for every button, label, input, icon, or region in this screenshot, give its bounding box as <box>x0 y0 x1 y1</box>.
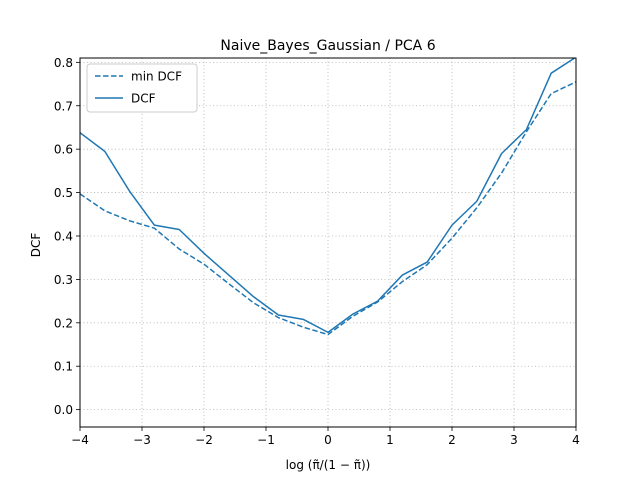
y-axis-label: DCF <box>29 233 43 258</box>
y-tick-label: 0.2 <box>54 316 73 330</box>
chart-title: Naive_Bayes_Gaussian / PCA 6 <box>220 38 435 54</box>
x-tick-label: 2 <box>448 433 456 447</box>
x-axis-label: log (π̃/(1 − π̃)) <box>286 458 371 472</box>
x-tick-label: −2 <box>195 433 213 447</box>
y-tick-label: 0.3 <box>54 273 73 287</box>
x-tick-label: −3 <box>133 433 151 447</box>
y-tick-label: 0.0 <box>54 403 73 417</box>
grid-lines <box>79 58 577 427</box>
y-tick-label: 0.6 <box>54 143 73 157</box>
x-tick-label: 3 <box>510 433 518 447</box>
x-tick-label: −4 <box>71 433 89 447</box>
y-tick-label: 0.5 <box>54 186 73 200</box>
x-axis-ticks: −4 −3 −2 −1 0 1 2 3 4 <box>71 427 580 447</box>
y-tick-label: 0.1 <box>54 360 73 374</box>
series-line-min-dcf <box>80 81 576 336</box>
y-axis-ticks: 0.0 0.1 0.2 0.3 0.4 0.5 0.6 0.7 0.8 <box>54 56 80 417</box>
series-lines <box>80 58 576 336</box>
legend-label-min-dcf: min DCF <box>131 70 182 84</box>
x-tick-label: −1 <box>257 433 275 447</box>
legend-label-dcf: DCF <box>131 92 156 106</box>
x-tick-label: 0 <box>324 433 332 447</box>
y-tick-label: 0.8 <box>54 56 73 70</box>
legend: min DCF DCF <box>86 63 198 113</box>
x-tick-label: 1 <box>386 433 394 447</box>
series-line-dcf <box>80 58 576 334</box>
x-tick-label: 4 <box>572 433 580 447</box>
y-tick-label: 0.7 <box>54 99 73 113</box>
y-tick-label: 0.4 <box>54 229 73 243</box>
